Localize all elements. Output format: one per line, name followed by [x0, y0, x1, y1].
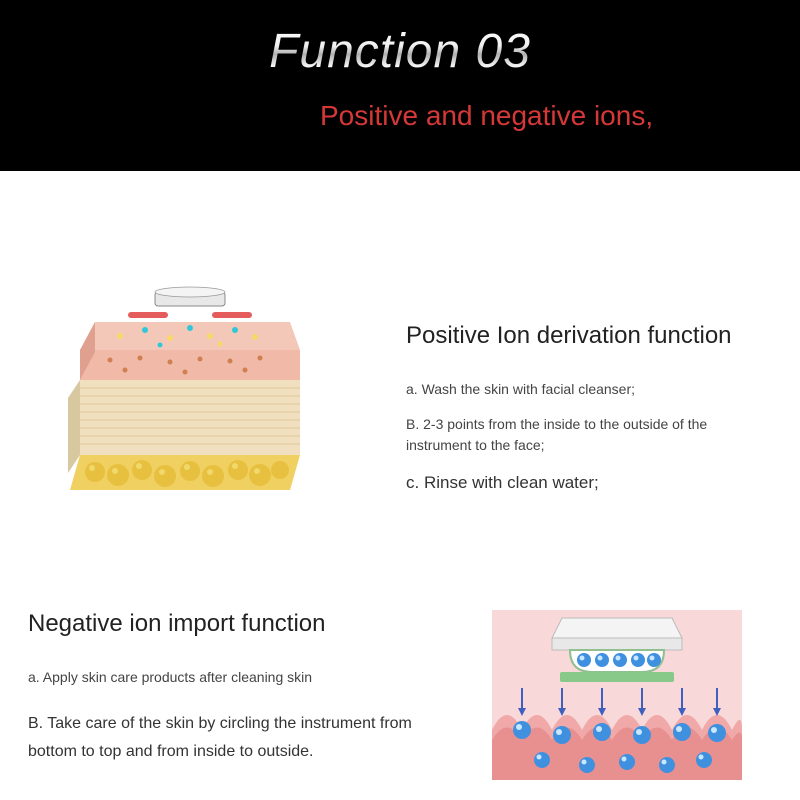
- positive-ion-text: Positive Ion derivation function a. Wash…: [406, 322, 776, 505]
- step-text: c. Rinse with clean water;: [406, 470, 776, 496]
- skin-cross-section-illustration: [50, 280, 320, 500]
- header-banner: Function 03 Positive and negative ions,: [0, 0, 800, 171]
- section-title: Positive Ion derivation function: [406, 322, 776, 350]
- step-text: B. 2-3 points from the inside to the out…: [406, 414, 776, 456]
- step-text: a. Wash the skin with facial cleanser;: [406, 380, 776, 400]
- section-title: Negative ion import function: [28, 610, 428, 638]
- ion-penetration-illustration: [492, 610, 742, 780]
- page-title: Function 03: [0, 24, 800, 79]
- step-text: a. Apply skin care products after cleani…: [28, 668, 428, 688]
- negative-ion-text: Negative ion import function a. Apply sk…: [28, 610, 428, 767]
- page-subtitle: Positive and negative ions,: [320, 100, 653, 132]
- step-text: B. Take care of the skin by circling the…: [28, 710, 428, 768]
